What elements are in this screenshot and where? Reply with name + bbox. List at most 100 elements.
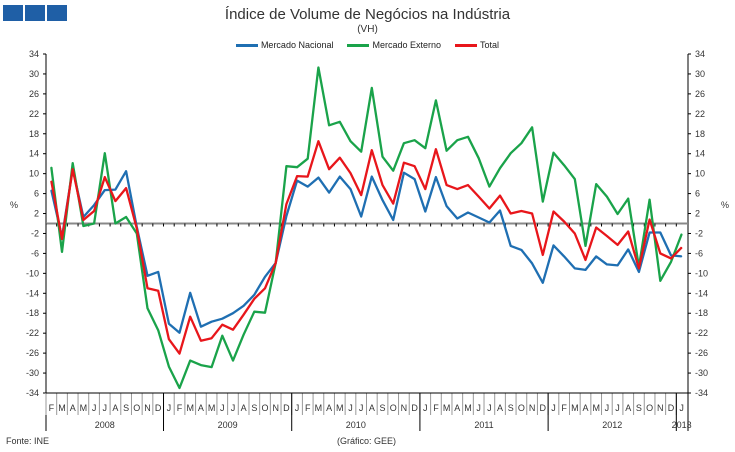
data-point	[317, 177, 320, 179]
data-point	[670, 261, 672, 263]
data-point	[424, 188, 426, 190]
data-point	[595, 226, 597, 229]
data-point	[446, 205, 448, 207]
series-line-mercado-nacional	[50, 167, 682, 334]
data-point	[424, 210, 426, 213]
data-point	[542, 200, 544, 203]
data-point	[413, 178, 416, 180]
credit-note: (Gráfico: GEE)	[337, 436, 397, 446]
y-tick-label-left: 22	[29, 109, 39, 119]
year-label: 2008	[95, 420, 115, 430]
month-label: N	[144, 403, 151, 413]
data-point	[595, 183, 597, 185]
data-point	[189, 359, 191, 362]
month-label: J	[295, 403, 300, 413]
data-point	[606, 263, 608, 265]
data-point	[510, 245, 512, 247]
legend-swatch	[455, 43, 478, 47]
data-point	[627, 248, 629, 251]
y-tick-label-left: -22	[26, 328, 39, 338]
month-label: M	[186, 403, 194, 413]
data-point	[681, 255, 683, 258]
data-point	[232, 329, 234, 331]
data-point	[467, 211, 469, 214]
month-label: S	[380, 403, 386, 413]
y-tick-label-right: -30	[695, 368, 708, 378]
data-point	[114, 189, 117, 191]
y-tick-label-left: 34	[29, 49, 39, 59]
month-label: M	[208, 403, 216, 413]
data-point	[307, 186, 309, 188]
data-point	[125, 187, 127, 189]
data-point	[285, 215, 287, 217]
data-point	[606, 195, 608, 198]
month-label: M	[592, 403, 600, 413]
data-point	[381, 199, 384, 201]
data-point	[243, 314, 245, 316]
y-tick-label-right: -26	[695, 348, 708, 358]
data-point	[307, 176, 309, 178]
y-axis-label-right: %	[721, 200, 729, 210]
month-label: F	[305, 403, 311, 413]
data-point	[520, 210, 523, 212]
data-point	[221, 324, 223, 326]
y-tick-label-right: 22	[695, 109, 705, 119]
data-point	[649, 231, 651, 234]
data-point	[50, 166, 52, 168]
month-label: J	[359, 403, 364, 413]
data-point	[146, 275, 149, 277]
data-point	[157, 271, 159, 273]
y-tick-label-left: -34	[26, 388, 39, 398]
y-tick-label-left: -6	[31, 248, 39, 258]
data-point	[360, 215, 362, 218]
data-point	[307, 158, 309, 160]
data-point	[499, 209, 501, 212]
data-point	[178, 353, 181, 355]
month-label: M	[336, 403, 344, 413]
data-point	[488, 186, 490, 188]
series-line-mercado-externo	[50, 66, 683, 390]
month-label: A	[241, 403, 247, 413]
data-point	[488, 221, 490, 224]
y-tick-label-left: -30	[26, 368, 39, 378]
month-label: M	[58, 403, 66, 413]
y-tick-label-left: 30	[29, 69, 39, 79]
data-point	[542, 254, 544, 256]
data-point	[232, 359, 234, 362]
source-note: Fonte: INE	[6, 436, 50, 446]
data-point	[200, 340, 202, 342]
month-label: J	[476, 403, 481, 413]
data-point	[317, 66, 320, 69]
month-label: M	[315, 403, 323, 413]
y-tick-label-left: 2	[34, 209, 39, 219]
month-label: D	[155, 403, 162, 413]
month-label: A	[326, 403, 332, 413]
y-tick-label-right: 10	[695, 169, 705, 179]
month-label: J	[92, 403, 97, 413]
data-point	[349, 188, 352, 190]
data-point	[189, 316, 191, 318]
data-point	[649, 198, 651, 201]
legend-item-externo: Mercado Externo	[347, 40, 441, 50]
month-label: A	[70, 403, 76, 413]
data-point	[168, 365, 170, 368]
data-point	[531, 212, 533, 215]
data-point	[72, 162, 74, 164]
data-point	[563, 220, 565, 223]
month-label: S	[636, 403, 642, 413]
data-point	[552, 210, 555, 213]
y-tick-label-left: -14	[26, 288, 39, 298]
data-point	[221, 318, 223, 320]
data-point	[413, 139, 416, 141]
data-point	[413, 165, 416, 167]
data-point	[446, 150, 448, 152]
data-point	[467, 184, 469, 186]
month-label: J	[679, 403, 684, 413]
data-point	[125, 216, 127, 218]
legend-item-nacional: Mercado Nacional	[235, 40, 333, 50]
y-tick-label-right: 6	[695, 189, 700, 199]
month-label: A	[625, 403, 631, 413]
data-point	[285, 203, 287, 205]
data-point	[178, 332, 181, 334]
data-point	[520, 249, 523, 251]
